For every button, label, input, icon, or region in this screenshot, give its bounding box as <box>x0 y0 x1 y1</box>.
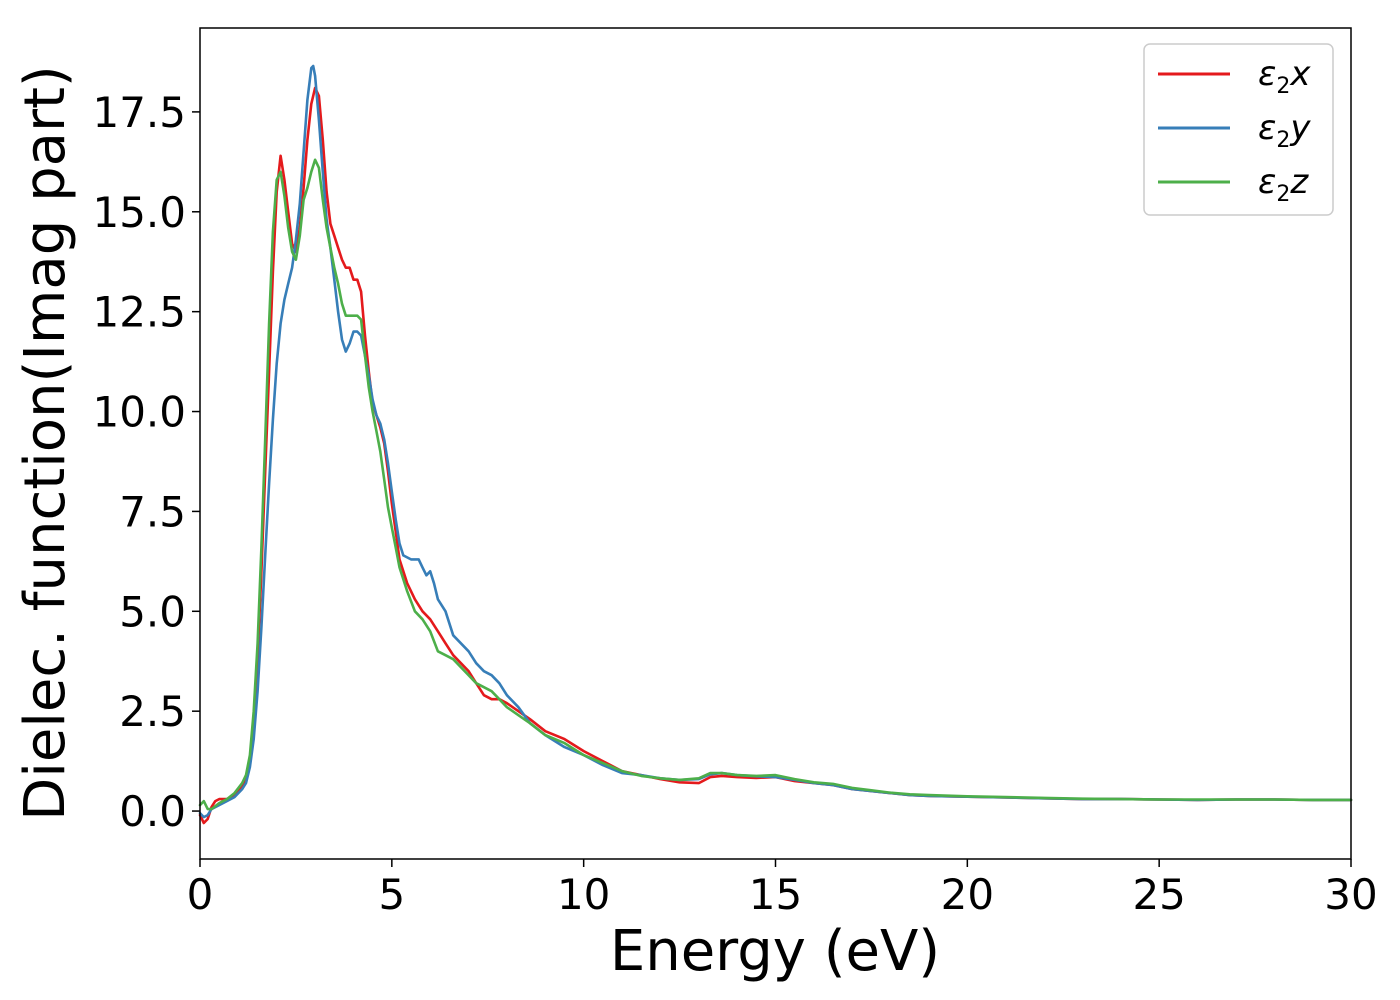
x-tick-label: 30 <box>1324 870 1377 919</box>
x-axis-ticks: 0 5 10 15 20 25 30 <box>187 859 1378 919</box>
y-tick-label: 12.5 <box>92 288 186 337</box>
y-axis-title: Dielec. function(Imag part) <box>13 65 78 821</box>
legend-label-z: ε2z <box>1258 162 1309 207</box>
legend-label-x: ε2x <box>1258 54 1311 99</box>
y-tick-label: 2.5 <box>119 687 186 736</box>
y-tick-label: 0.0 <box>119 787 186 836</box>
x-tick-label: 5 <box>378 870 405 919</box>
x-tick-label: 0 <box>187 870 214 919</box>
x-axis-title: Energy (eV) <box>610 919 940 984</box>
y-tick-label: 7.5 <box>119 487 186 536</box>
series-line-z <box>198 158 1353 811</box>
series-layer <box>198 64 1353 825</box>
legend-label-y: ε2y <box>1258 108 1311 153</box>
y-tick-label: 5.0 <box>119 587 186 636</box>
x-tick-label: 10 <box>557 870 610 919</box>
legend: ε2x ε2y ε2z <box>1143 43 1334 216</box>
x-tick-label: 15 <box>749 870 802 919</box>
x-tick-label: 25 <box>1132 870 1185 919</box>
y-axis-ticks: 0.0 2.5 5.0 7.5 10.0 12.5 15.0 17.5 <box>92 88 200 836</box>
y-tick-label: 15.0 <box>92 188 186 237</box>
y-tick-label: 17.5 <box>92 88 186 137</box>
legend-box <box>1143 43 1334 216</box>
x-tick-label: 20 <box>941 870 994 919</box>
y-tick-label: 10.0 <box>92 388 186 437</box>
